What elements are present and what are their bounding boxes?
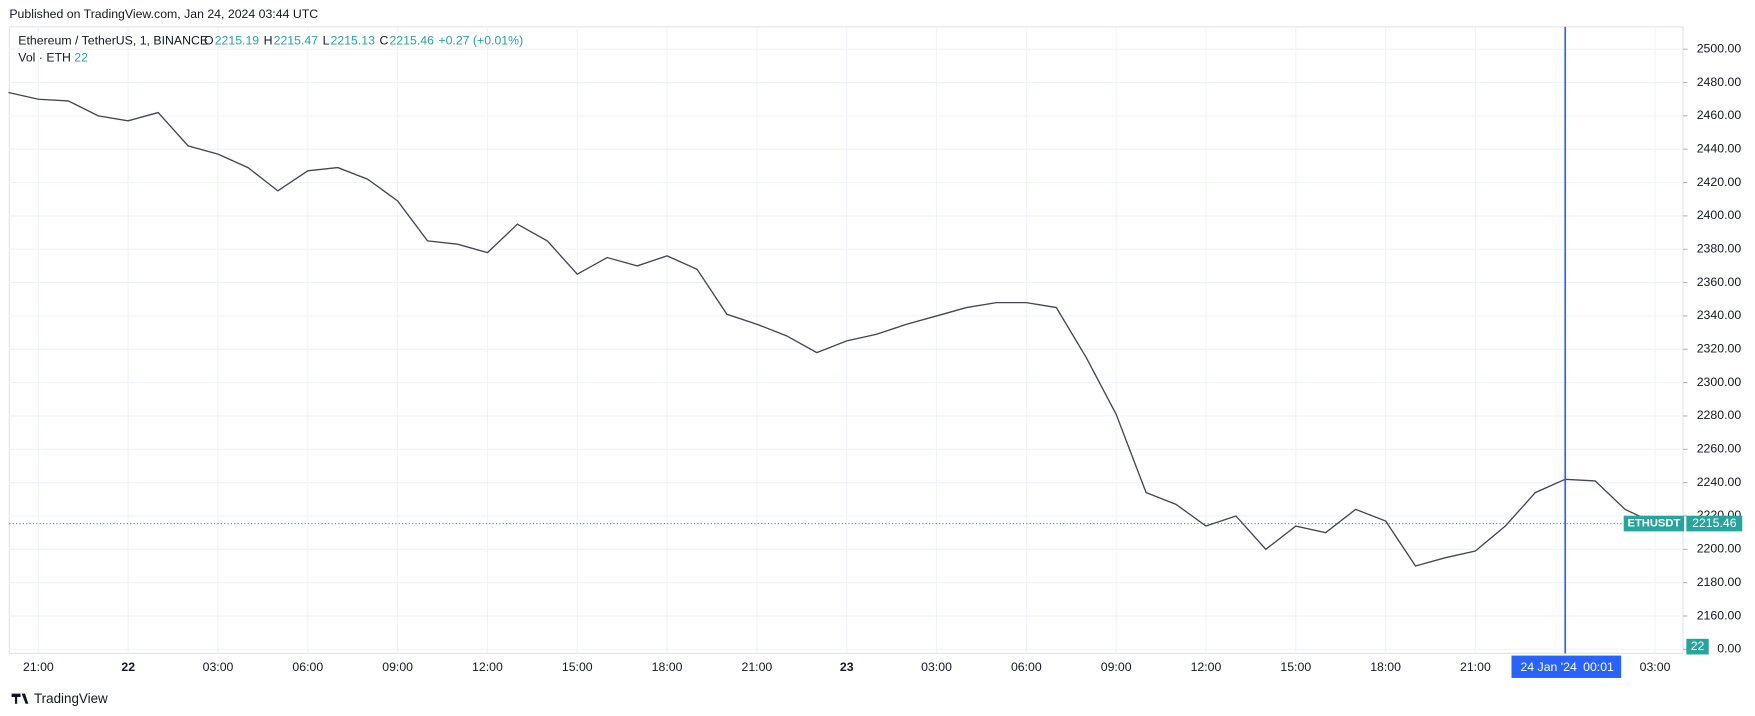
cursor-date: 24 Jan '24 bbox=[1520, 660, 1577, 674]
x-tick-label: 21:00 bbox=[23, 660, 54, 674]
price-tag-value: 2215.46 bbox=[1692, 516, 1737, 530]
price-tag-symbol: ETHUSDT bbox=[1628, 518, 1681, 530]
y-tick-label: 2420.00 bbox=[1697, 175, 1742, 189]
y-tick-label: 2160.00 bbox=[1697, 608, 1742, 622]
volume-tag-box bbox=[1686, 638, 1709, 655]
x-tick-label: 06:00 bbox=[292, 660, 323, 674]
y-tick-label: 2320.00 bbox=[1697, 342, 1742, 356]
x-tick-label: 23 bbox=[840, 660, 854, 674]
y-tick-label: 2260.00 bbox=[1697, 442, 1742, 456]
y-tick-label: 2180.00 bbox=[1697, 575, 1742, 589]
x-tick-label: 21:00 bbox=[1460, 660, 1491, 674]
y-tick-label: 2500.00 bbox=[1697, 41, 1742, 55]
ohlc-value: 2215.47 bbox=[274, 34, 319, 48]
x-tick-label: 22 bbox=[121, 660, 135, 674]
volume-label: Vol · ETH bbox=[18, 50, 71, 64]
y-tick-label: 2200.00 bbox=[1697, 542, 1742, 556]
y-tick-label: 2460.00 bbox=[1697, 108, 1742, 122]
y-tick-label: 2360.00 bbox=[1697, 275, 1742, 289]
y-tick-label: 2400.00 bbox=[1697, 208, 1742, 222]
x-tick-label: 09:00 bbox=[1101, 660, 1132, 674]
y-tick-label: 2300.00 bbox=[1697, 375, 1742, 389]
x-tick-label: 12:00 bbox=[472, 660, 503, 674]
x-tick-label: 03:00 bbox=[1640, 660, 1671, 674]
x-tick-label: 18:00 bbox=[1370, 660, 1401, 674]
ohlc-value: 2215.19 bbox=[215, 34, 260, 48]
cursor-label-box bbox=[1511, 655, 1622, 678]
footer: TradingView bbox=[34, 691, 108, 706]
y-tick-label: 2380.00 bbox=[1697, 241, 1742, 255]
x-tick-label: 03:00 bbox=[203, 660, 234, 674]
volume-value: 22 bbox=[74, 50, 88, 64]
ohlc-label: L bbox=[323, 34, 330, 48]
ohlc-label: C bbox=[379, 34, 388, 48]
x-tick-label: 12:00 bbox=[1191, 660, 1222, 674]
logo bbox=[11, 693, 29, 704]
ohlc-value: 2215.13 bbox=[331, 34, 376, 48]
published: Published on TradingView.com, Jan 24, 20… bbox=[9, 7, 318, 21]
price-tag-value-box bbox=[1686, 515, 1743, 532]
ohlc-value: 2215.46 bbox=[389, 34, 434, 48]
ohlc-label: O bbox=[204, 34, 214, 48]
price-tag-box bbox=[1623, 515, 1685, 532]
y-tick-label: 2440.00 bbox=[1697, 141, 1742, 155]
x-tick-label: 09:00 bbox=[382, 660, 413, 674]
cursor-time: 00:01 bbox=[1583, 660, 1614, 674]
x-tick-label: 03:00 bbox=[921, 660, 952, 674]
y-tick-label: 2480.00 bbox=[1697, 75, 1742, 89]
x-tick-label: 18:00 bbox=[652, 660, 683, 674]
x-tick-label: 15:00 bbox=[1280, 660, 1311, 674]
ohlc-label: H bbox=[264, 34, 273, 48]
y-tick-label: 2340.00 bbox=[1697, 308, 1742, 322]
volume-tag: 22 bbox=[1691, 639, 1705, 653]
x-tick-label: 06:00 bbox=[1011, 660, 1042, 674]
price-line bbox=[8, 91, 1656, 567]
x-tick-label: 15:00 bbox=[562, 660, 593, 674]
y-tick-label: 2280.00 bbox=[1697, 408, 1742, 422]
y-tick-label: 2240.00 bbox=[1697, 475, 1742, 489]
legend-symbol: Ethereum / TetherUS, 1, BINANCE bbox=[18, 34, 208, 48]
ohlc-change: +0.27 (+0.01%) bbox=[438, 34, 523, 48]
x-tick-label: 21:00 bbox=[742, 660, 773, 674]
y-tick-label: 0.00 bbox=[1717, 642, 1741, 656]
